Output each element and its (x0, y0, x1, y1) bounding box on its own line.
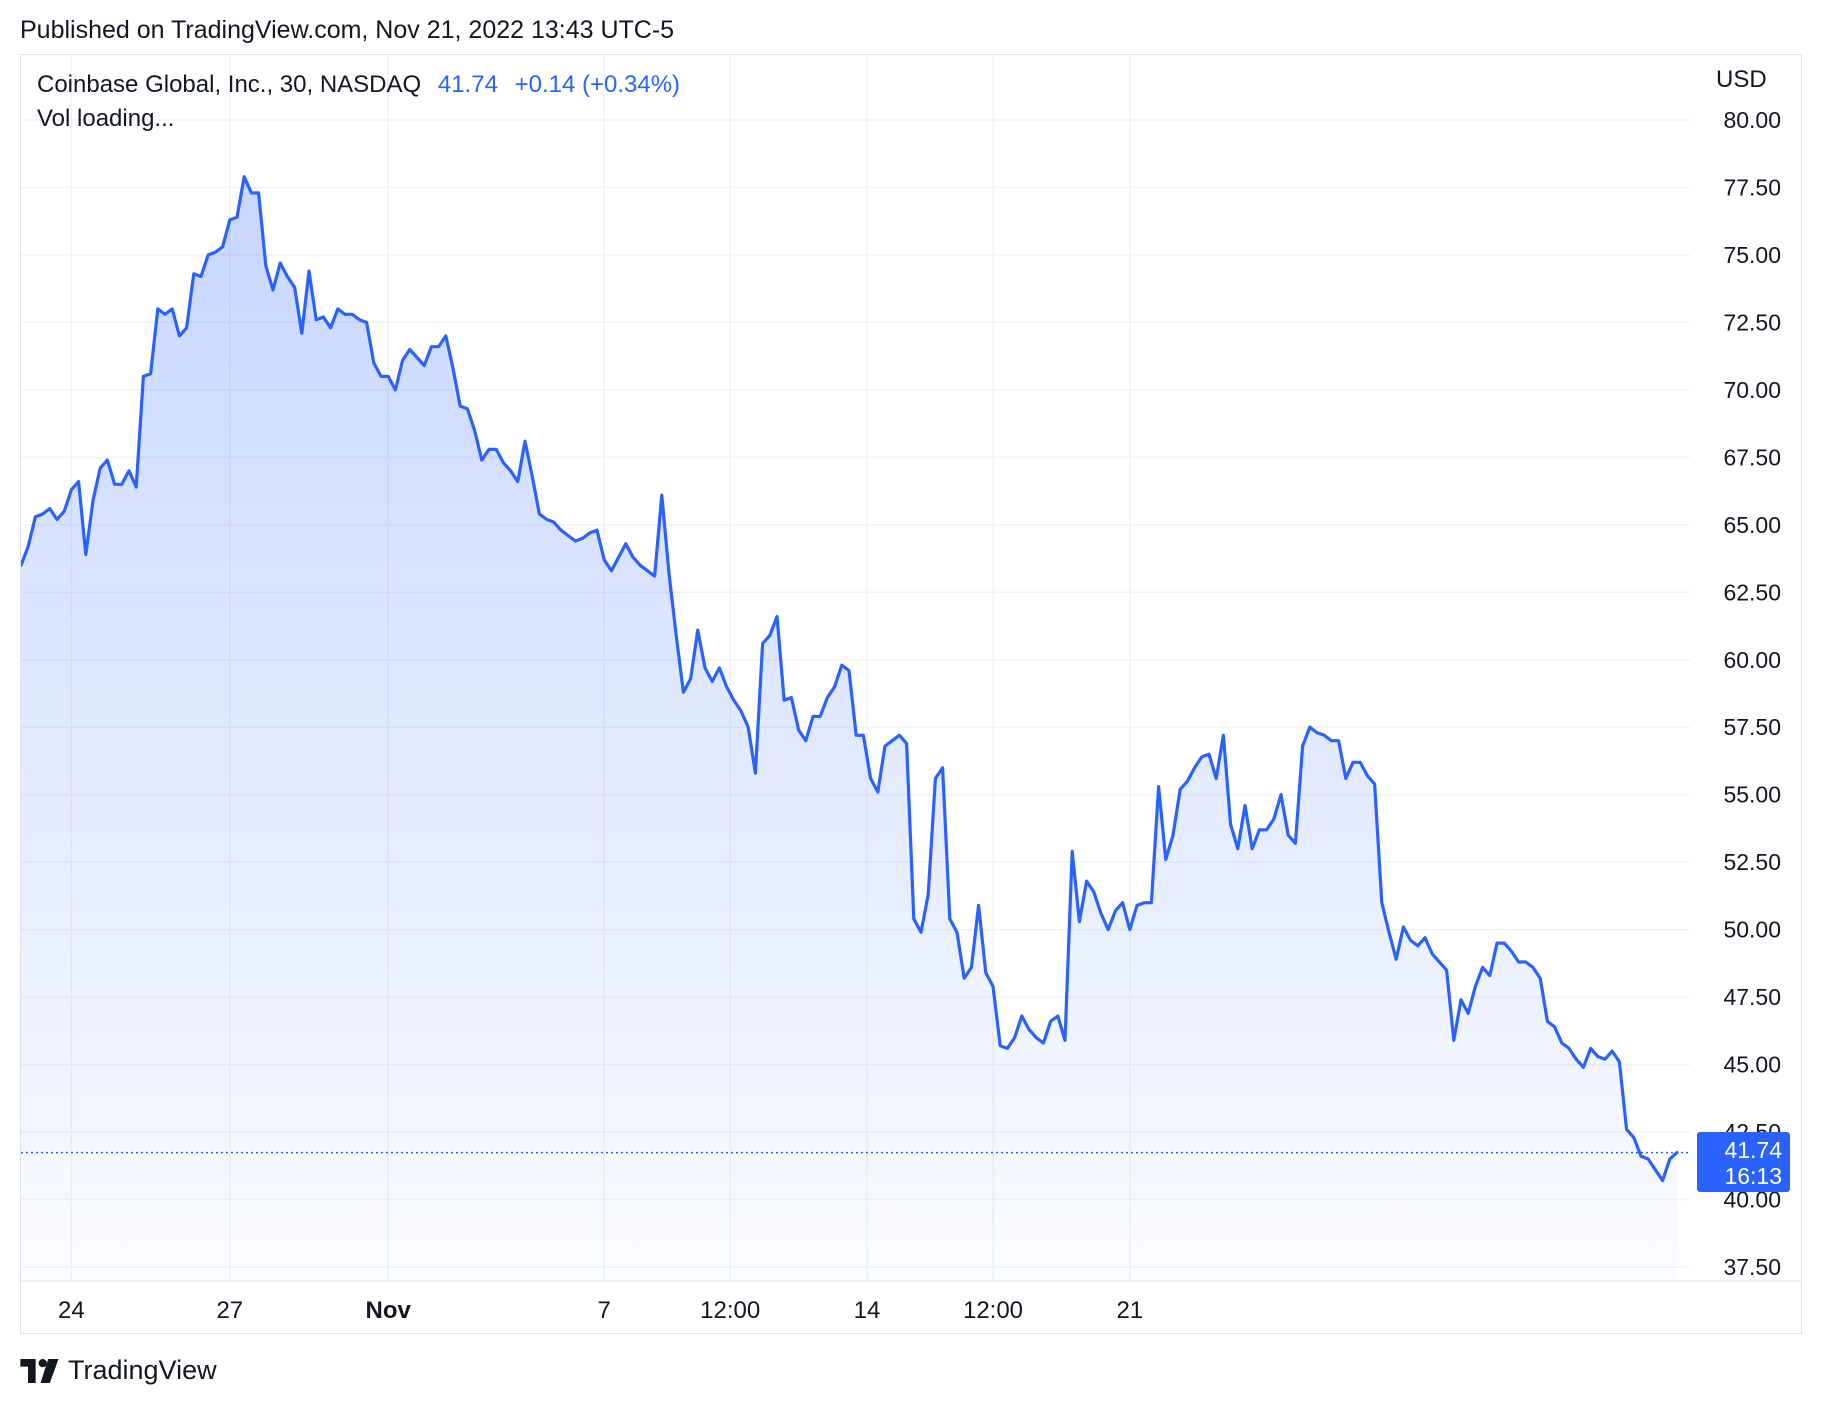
price-axis-tick-label: 55.00 (1723, 782, 1781, 808)
price-axis-tick-label: 45.00 (1723, 1052, 1781, 1078)
last-price-tag-value: 41.74 (1724, 1137, 1782, 1163)
legend-symbol-line: Coinbase Global, Inc., 30, NASDAQ 41.74 … (37, 71, 680, 99)
legend-symbol: Coinbase Global, Inc., 30, NASDAQ (37, 71, 422, 98)
price-axis-labels: 80.00 77.50 75.00 72.50 70.00 67.50 65.00 62.50… (1723, 107, 1781, 1280)
tradingview-logo[interactable]: TradingView (20, 1354, 217, 1388)
time-axis-tick-label: 14 (854, 1297, 881, 1324)
price-axis-tick-label: 65.00 (1723, 512, 1781, 538)
time-axis-tick-label: 27 (216, 1297, 243, 1324)
price-axis-tick-label: 70.00 (1723, 377, 1781, 403)
published-header: Published on TradingView.com, Nov 21, 20… (20, 16, 675, 44)
price-axis-tick-label: 50.00 (1723, 917, 1781, 943)
chart-frame (20, 54, 1802, 1334)
time-axis-tick-label: 7 (598, 1297, 611, 1324)
price-axis-tick-label: 72.50 (1723, 309, 1781, 335)
price-axis-tick-label: 62.50 (1723, 579, 1781, 605)
price-axis-tick-label: 52.50 (1723, 849, 1781, 875)
tradingview-logo-icon (20, 1359, 59, 1383)
last-price-tag-countdown: 16:13 (1724, 1163, 1782, 1189)
price-axis-tick-label: 75.00 (1723, 242, 1781, 268)
time-axis-labels: 24 27 Nov 7 12:00 14 12:00 21 (58, 1297, 1143, 1324)
price-axis-tick-label: 57.50 (1723, 714, 1781, 740)
price-axis-tick-label: 60.00 (1723, 647, 1781, 673)
time-axis-tick-label: Nov (366, 1297, 412, 1324)
price-line (21, 175, 1679, 1183)
time-axis-tick-label: 12:00 (963, 1297, 1023, 1324)
tradingview-logo-text: TradingView (68, 1354, 217, 1385)
legend-change: +0.14 (+0.34%) (514, 71, 681, 98)
time-axis-tick-label: 21 (1116, 1297, 1143, 1324)
currency-label[interactable]: USD (1716, 66, 1767, 93)
price-axis-tick-label: 47.50 (1723, 984, 1781, 1010)
legend-last-price: 41.74 (437, 71, 498, 98)
price-axis-tick-label: 77.50 (1723, 174, 1781, 200)
legend-volume: Vol loading... (37, 105, 175, 132)
price-axis-tick-label: 37.50 (1723, 1254, 1781, 1280)
price-axis-tick-label: 67.50 (1723, 444, 1781, 470)
time-axis-tick-label: 24 (58, 1297, 85, 1324)
time-axis-tick-label: 12:00 (700, 1297, 760, 1324)
price-axis-tick-label: 80.00 (1723, 107, 1781, 133)
price-area-fill (21, 176, 1677, 1281)
last-price-tag: 41.74 16:13 (1697, 1132, 1790, 1192)
